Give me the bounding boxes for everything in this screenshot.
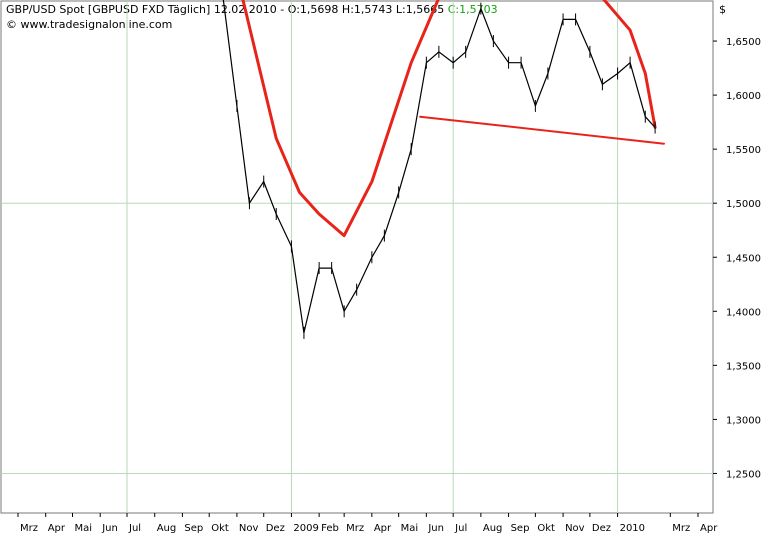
x-tick-label: Sep: [511, 523, 530, 534]
x-tick-label: Jun: [427, 523, 444, 534]
y-tick-label: 1,5000: [726, 199, 761, 210]
grid: [1, 1, 713, 513]
x-tick-label: Dez: [592, 523, 611, 534]
x-tick-label: Jun: [101, 523, 118, 534]
y-tick-label: 1,5500: [726, 145, 761, 156]
price-line: [222, 0, 656, 334]
x-tick-label: Sep: [184, 523, 203, 534]
x-tick-label: Mai: [75, 523, 93, 534]
rounding-top-curve: [241, 0, 657, 238]
currency-label: $: [719, 3, 726, 16]
y-tick-label: 1,3000: [726, 415, 761, 426]
x-tick-label: Mrz: [346, 523, 364, 534]
x-tick-label: Dez: [266, 523, 285, 534]
x-tick-label: Aug: [483, 523, 503, 534]
overlays: [241, 0, 665, 238]
y-tick-label: 1,4500: [726, 253, 761, 264]
x-axis: Mrz Apr Mai Jun Jul Aug Sep Okt Nov Dez 2009 Feb Mrz…: [17, 513, 718, 534]
copyright-text: © www.tradesignalonline.com: [6, 18, 173, 31]
x-tick-label: Apr: [48, 523, 66, 534]
y-tick-label: 1,4000: [726, 307, 761, 318]
x-tick-label: Nov: [565, 523, 585, 534]
close-value: C:1,5703: [447, 3, 498, 16]
x-tick-label: Feb: [321, 523, 339, 534]
x-tick-label: Nov: [239, 523, 259, 534]
x-tick-label: 2009: [293, 523, 318, 534]
y-tick-label: 1,2500: [726, 469, 761, 480]
x-tick-label: Mrz: [20, 523, 38, 534]
y-tick-label: 1,6000: [726, 91, 761, 102]
y-tick-label: 1,3500: [726, 361, 761, 372]
neckline: [419, 115, 665, 145]
x-tick-label: Mai: [401, 523, 419, 534]
y-axis: 1,2500 1,3000 1,3500 1,4000 1,4500 1,5000 1,55…: [713, 37, 761, 480]
x-tick-label: Mrz: [672, 523, 690, 534]
x-tick-label: Okt: [537, 523, 555, 534]
x-tick-label: Jul: [128, 523, 141, 534]
x-tick-label: 2010: [620, 523, 645, 534]
plot-frame: [0, 0, 714, 514]
x-tick-label: Apr: [700, 523, 718, 534]
x-tick-label: Aug: [157, 523, 177, 534]
x-tick-label: Okt: [211, 523, 229, 534]
x-tick-label: Jul: [454, 523, 467, 534]
price-series: [222, 0, 656, 339]
y-tick-label: 1,6500: [726, 37, 761, 48]
x-tick-label: Apr: [374, 523, 392, 534]
